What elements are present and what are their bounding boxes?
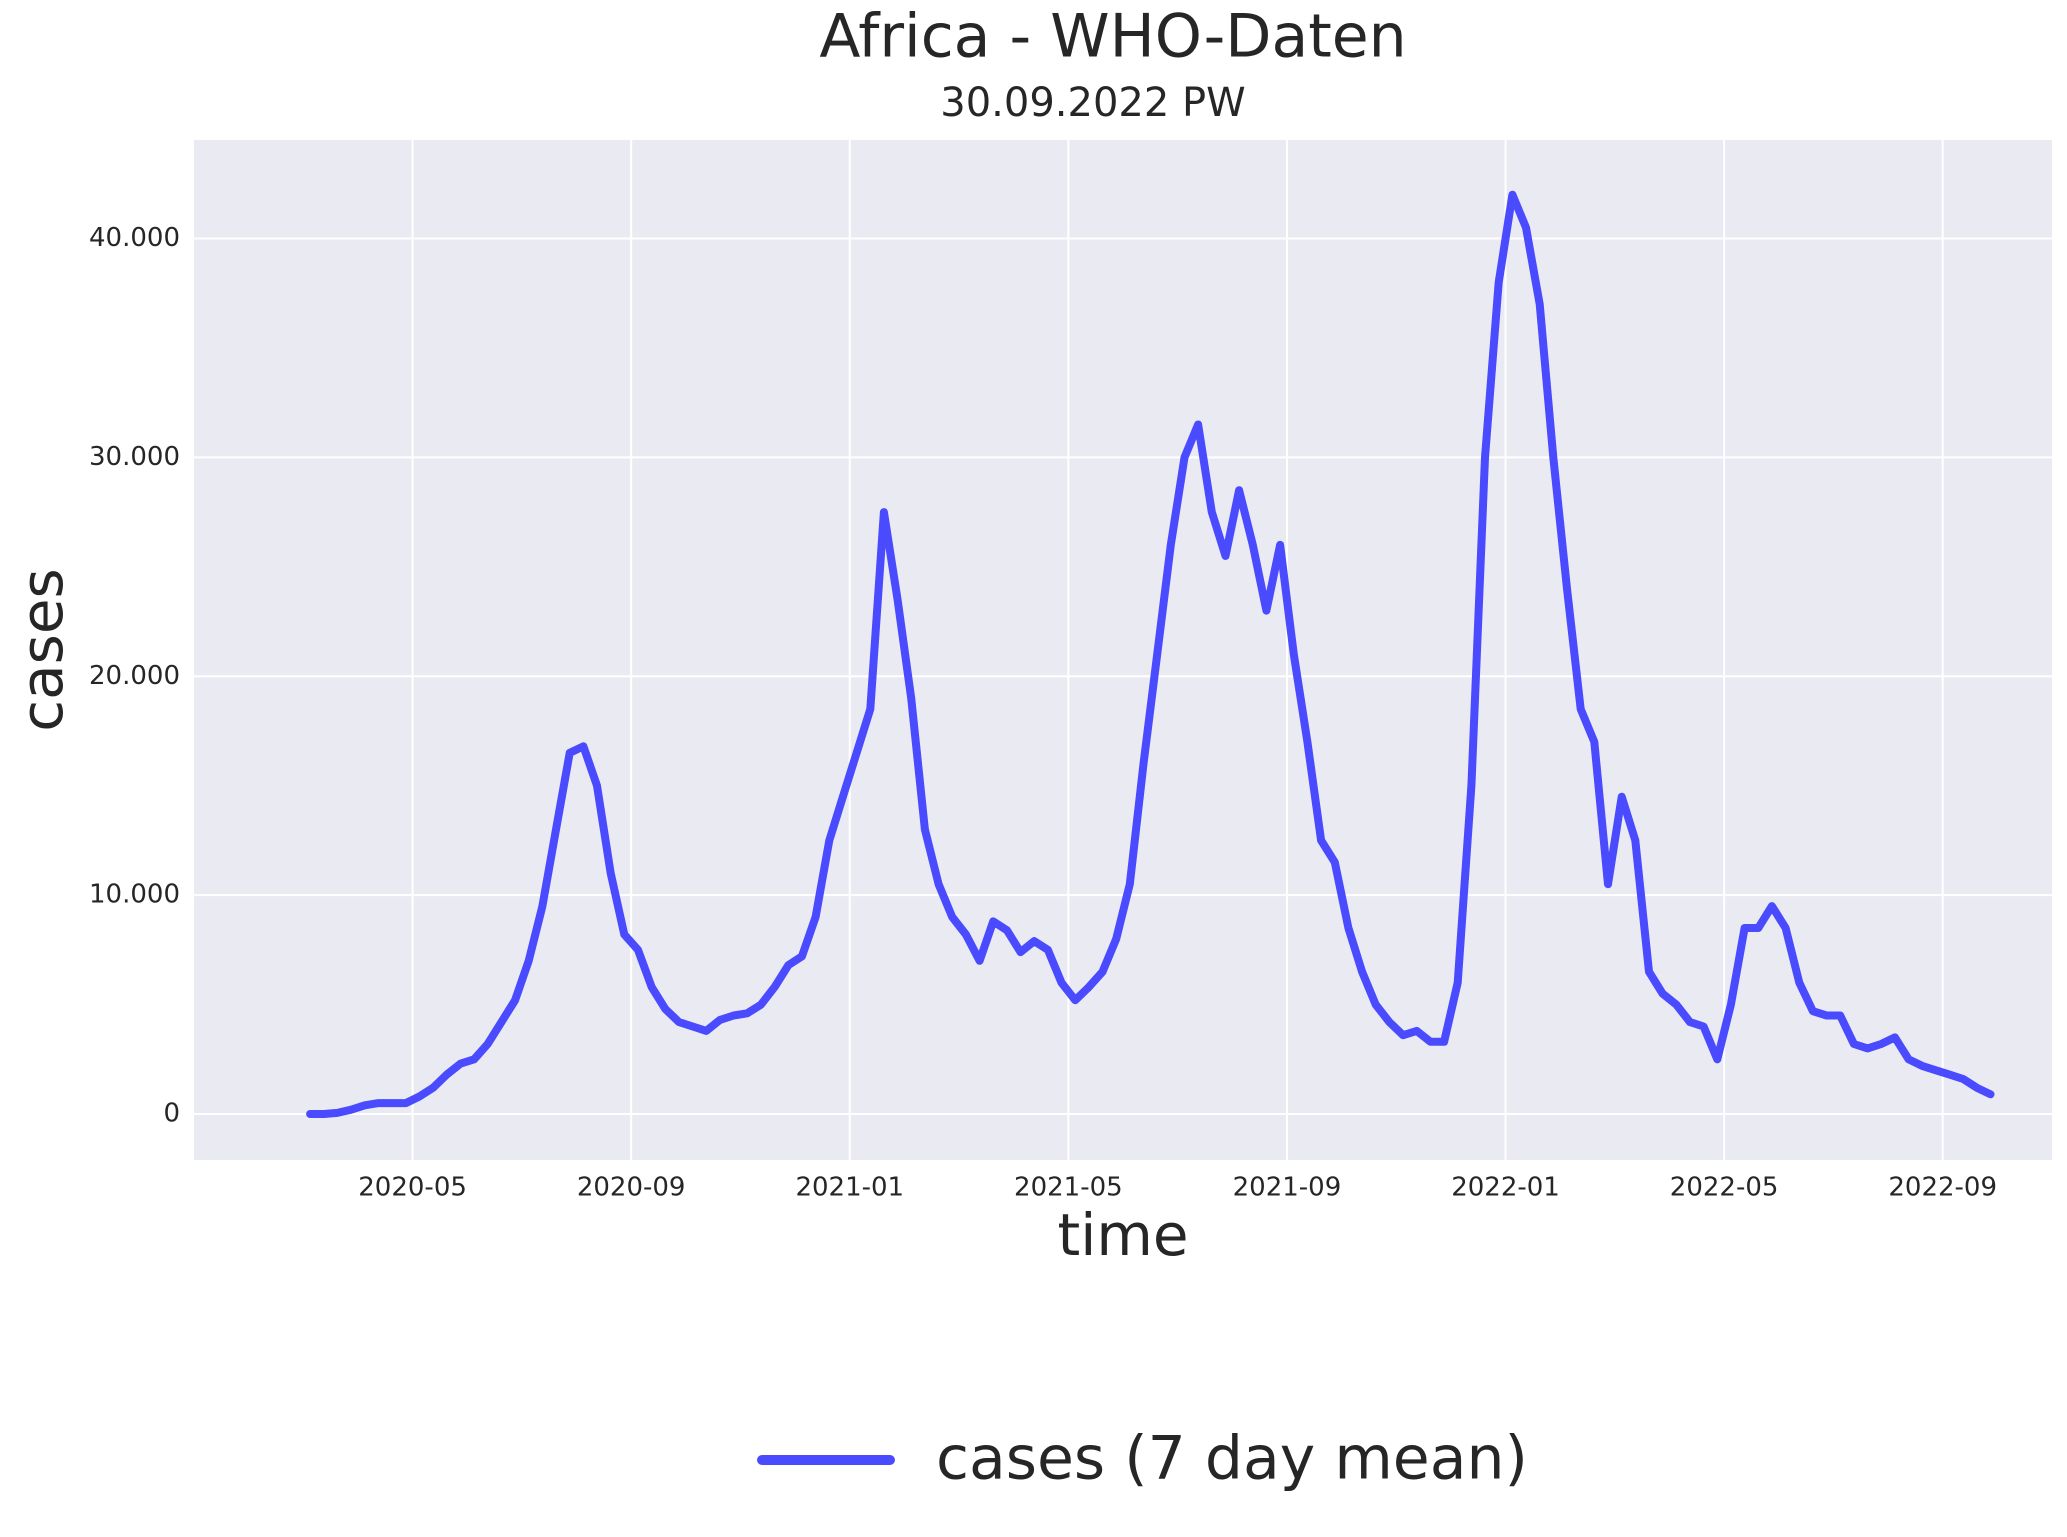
x-tick-label: 2022-01 xyxy=(1451,1173,1560,1203)
y-tick-label: 0 xyxy=(163,1099,180,1129)
y-tick-label: 10.000 xyxy=(89,880,180,910)
x-tick-label: 2020-09 xyxy=(577,1173,686,1203)
x-tick-label: 2021-05 xyxy=(1014,1173,1123,1203)
y-tick-label: 30.000 xyxy=(89,442,180,472)
legend-label: cases (7 day mean) xyxy=(936,1424,1528,1494)
data-line xyxy=(306,190,1995,1118)
y-axis-label: cases xyxy=(8,568,76,732)
y-tick-label: 40.000 xyxy=(89,223,180,253)
chart-subtitle: 30.09.2022 PW xyxy=(940,80,1245,126)
x-tick-label: 2022-05 xyxy=(1670,1173,1779,1203)
x-tick-label: 2021-09 xyxy=(1233,1173,1342,1203)
x-tick-label: 2022-09 xyxy=(1888,1173,1997,1203)
y-tick-label: 20.000 xyxy=(89,661,180,691)
x-tick-label: 2020-05 xyxy=(358,1173,467,1203)
plot-area xyxy=(194,140,2052,1160)
x-tick-label: 2021-01 xyxy=(795,1173,904,1203)
chart-title: Africa - WHO-Daten xyxy=(819,2,1406,72)
x-axis-label: time xyxy=(1057,1201,1188,1269)
